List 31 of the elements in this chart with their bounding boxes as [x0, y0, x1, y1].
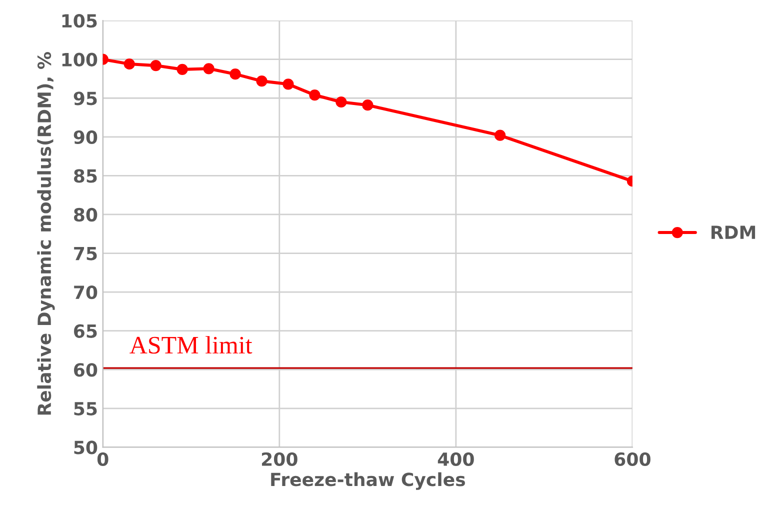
point — [203, 63, 214, 74]
y-tick-label: 100 — [62, 52, 98, 66]
x-tick-label: 600 — [614, 452, 650, 466]
y-tick-label: 70 — [74, 286, 98, 300]
point — [309, 89, 320, 101]
point — [150, 60, 162, 72]
y-tick-label: 95 — [74, 92, 97, 106]
point — [230, 68, 241, 80]
y-tick-label: 90 — [74, 130, 98, 144]
x-axis-title: Freeze-thaw Cycles — [271, 472, 465, 490]
point — [282, 78, 294, 90]
y-tick-label: 85 — [74, 169, 97, 183]
ref-line-label: ASTM limit — [130, 336, 252, 354]
x-tick-label: 200 — [262, 452, 298, 466]
y-tick-label: 65 — [74, 324, 97, 338]
x-tick-label: 400 — [438, 452, 474, 466]
point — [336, 96, 347, 108]
point — [256, 76, 268, 87]
point — [176, 64, 188, 75]
y-tick-label: 105 — [62, 14, 97, 28]
y-tick-label: 55 — [74, 402, 97, 416]
point — [362, 100, 374, 111]
point — [494, 130, 506, 141]
legend-label: RDM — [712, 226, 756, 239]
y-tick-label: 80 — [74, 208, 98, 222]
y-tick-label: 60 — [74, 363, 98, 377]
y-tick-label: 50 — [74, 440, 98, 454]
y-axis-title: Relative Dynamic modulus(RDM), % — [37, 52, 55, 415]
x-tick-label: 0 — [97, 452, 108, 466]
point — [124, 58, 135, 70]
y-tick-label: 75 — [74, 246, 97, 260]
